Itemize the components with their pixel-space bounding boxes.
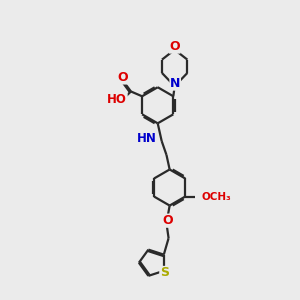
Text: HN: HN xyxy=(137,133,157,146)
Text: S: S xyxy=(160,266,169,280)
Text: O: O xyxy=(169,40,180,53)
Text: OCH₃: OCH₃ xyxy=(201,191,231,202)
Text: O: O xyxy=(118,71,128,84)
Text: N: N xyxy=(170,77,180,90)
Text: HO: HO xyxy=(107,94,127,106)
Text: O: O xyxy=(162,214,173,227)
